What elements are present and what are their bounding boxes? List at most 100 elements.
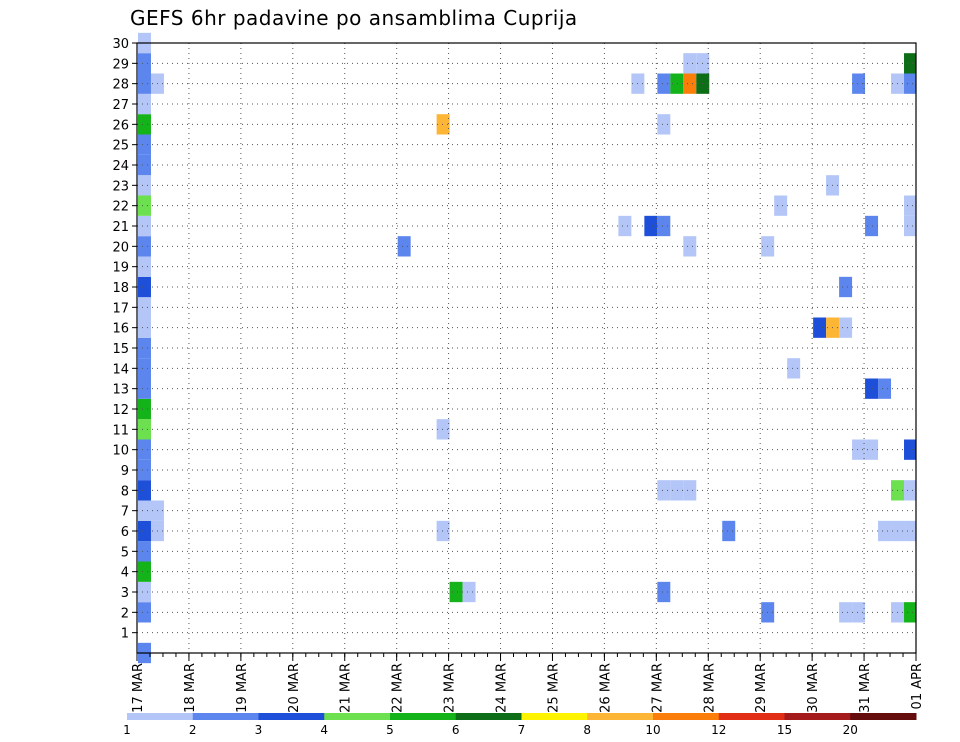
y-tick-label: 7 xyxy=(121,505,129,520)
heatmap-cell xyxy=(138,602,151,623)
heatmap-cell xyxy=(138,154,151,176)
x-tick-label: 26 MAR xyxy=(598,663,613,713)
y-tick-label: 5 xyxy=(121,545,129,560)
heatmap-cell xyxy=(138,317,151,338)
heatmap-cell xyxy=(138,276,151,298)
heatmap-cell xyxy=(462,581,476,603)
colorbar-swatch xyxy=(521,713,588,720)
x-tick-label: 20 MAR xyxy=(287,663,302,713)
heatmap-cell xyxy=(138,134,151,155)
heatmap-cell xyxy=(436,419,450,440)
x-tick-label: 01 APR xyxy=(910,663,925,709)
heatmap-cell xyxy=(138,256,151,277)
heatmap-cell xyxy=(683,73,697,94)
colorbar-label: 4 xyxy=(320,723,328,737)
x-tick-label: 17 MAR xyxy=(131,663,146,713)
y-tick-label: 28 xyxy=(112,78,129,93)
heatmap-cell xyxy=(865,378,879,399)
heatmap-cell xyxy=(138,561,151,582)
y-tick-label: 21 xyxy=(112,220,129,235)
heatmap-cell xyxy=(813,317,827,338)
y-tick-label: 3 xyxy=(121,586,129,601)
heatmap-cell xyxy=(138,439,151,460)
y-tick-label: 24 xyxy=(112,159,129,174)
x-tick-label: 30 MAR xyxy=(806,663,821,713)
y-tick-label: 16 xyxy=(112,322,129,337)
colorbar-label: 1 xyxy=(123,723,131,737)
heatmap-cell xyxy=(138,398,151,420)
x-tick-label: 27 MAR xyxy=(650,663,665,713)
heatmap-cell xyxy=(904,602,916,623)
colorbar-swatch xyxy=(850,713,917,720)
heatmap-cell xyxy=(852,73,866,94)
y-tick-label: 29 xyxy=(112,57,129,72)
heatmap-cell xyxy=(774,195,788,216)
colorbar-label: 10 xyxy=(645,723,660,737)
heatmap-cell xyxy=(904,53,916,74)
x-tick-label: 25 MAR xyxy=(546,663,561,713)
heatmap-cell xyxy=(904,73,916,94)
y-tick-label: 25 xyxy=(112,139,129,154)
heatmap-cell xyxy=(138,73,151,94)
x-tick-label: 22 MAR xyxy=(391,663,406,713)
colorbar-swatch xyxy=(127,713,194,720)
chart-title: GEFS 6hr padavine po ansamblima Cuprija xyxy=(130,6,578,30)
heatmap-cell xyxy=(138,297,151,318)
y-tick-label: 17 xyxy=(112,301,129,316)
heatmap-cell xyxy=(138,236,151,257)
x-tick-label: 29 MAR xyxy=(754,663,769,713)
colorbar-label: 3 xyxy=(255,723,263,737)
heatmap-cell xyxy=(138,480,151,501)
heatmap-cell xyxy=(138,541,151,562)
heatmap-cell xyxy=(657,480,671,501)
colorbar-label: 5 xyxy=(386,723,394,737)
plot-frame xyxy=(136,42,917,654)
colorbar-label: 8 xyxy=(583,723,591,737)
heatmap-cell xyxy=(839,317,853,338)
y-tick-label: 2 xyxy=(121,606,129,621)
heatmap-cell xyxy=(436,114,450,135)
y-axis: 1234567891011121314151617181920212223242… xyxy=(112,37,917,657)
colorbar-swatch xyxy=(258,713,325,720)
colorbar-swatch xyxy=(390,713,457,720)
heatmap-cell xyxy=(852,602,866,623)
y-tick-label: 12 xyxy=(112,403,129,418)
heatmap-cell xyxy=(138,358,151,379)
y-tick-label: 27 xyxy=(112,98,129,113)
y-tick-label: 30 xyxy=(112,37,129,52)
y-tick-label: 4 xyxy=(121,566,129,581)
heatmap-cell xyxy=(618,215,632,237)
colorbar-swatch xyxy=(718,713,785,720)
heatmap-cell xyxy=(657,114,671,135)
heatmap-cell xyxy=(657,215,671,237)
colorbar-swatch xyxy=(455,713,522,720)
colorbar-label: 20 xyxy=(843,723,858,737)
heatmap-cell xyxy=(138,378,151,399)
colorbar-swatch xyxy=(653,713,720,720)
heatmap-cell xyxy=(138,500,151,521)
x-tick-label: 28 MAR xyxy=(702,663,717,713)
heatmap-cell xyxy=(138,520,151,542)
y-tick-label: 22 xyxy=(112,200,129,215)
x-tick-label: 23 MAR xyxy=(443,663,458,713)
heatmap-cell xyxy=(865,439,879,460)
y-tick-label: 26 xyxy=(112,118,129,133)
x-tick-label: 24 MAR xyxy=(495,663,510,713)
y-tick-label: 19 xyxy=(112,261,129,276)
x-tick-label: 18 MAR xyxy=(183,663,198,713)
x-axis: 17 MAR 18 MAR 19 MAR 20 MAR 21 MAR 22 MAR 23 M… xyxy=(131,653,925,713)
heatmap-cell xyxy=(904,215,916,237)
heatmap-cell xyxy=(878,378,892,399)
heatmap-cell xyxy=(839,602,853,623)
colorbar-label: 12 xyxy=(711,723,726,737)
heatmap-cell xyxy=(722,520,736,542)
heatmap-cell xyxy=(138,195,151,216)
heatmap-cell xyxy=(839,276,853,298)
y-tick-label: 1 xyxy=(121,627,129,642)
y-tick-label: 18 xyxy=(112,281,129,296)
y-tick-label: 8 xyxy=(121,484,129,499)
heatmap-cell xyxy=(904,520,916,542)
y-tick-label: 10 xyxy=(112,444,129,459)
heatmap-cell xyxy=(683,236,697,257)
